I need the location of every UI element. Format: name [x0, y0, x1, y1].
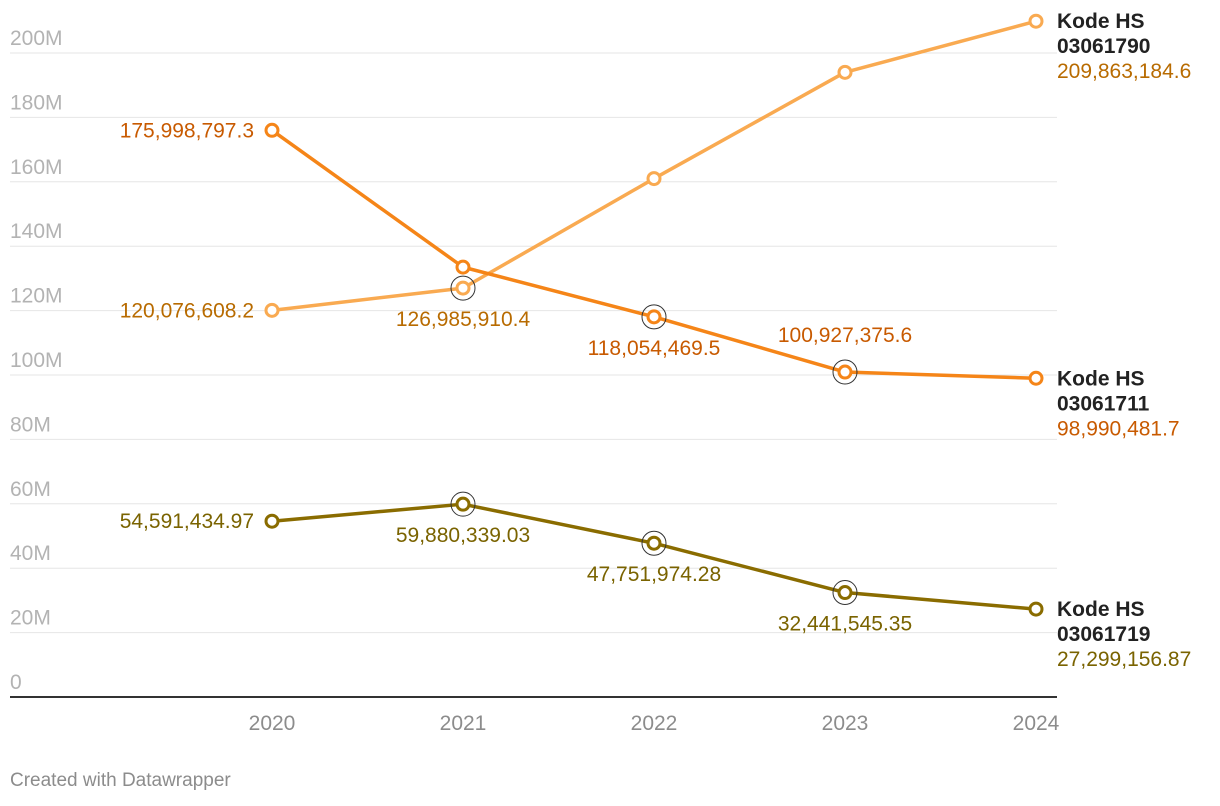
data-point [455, 496, 471, 512]
y-tick-label: 120M [10, 285, 63, 308]
data-point [1028, 370, 1044, 386]
x-axis: 2020 2021 2022 2023 2024 [249, 712, 1060, 735]
data-label: 98,990,481.7 [1057, 417, 1180, 440]
data-label: 47,751,974.28 [587, 563, 721, 586]
data-point [1028, 13, 1044, 29]
series-name-line2: 03061790 [1057, 35, 1150, 58]
highlight-ring [832, 359, 858, 385]
data-point [264, 513, 280, 529]
y-tick-label: 100M [10, 349, 63, 372]
data-point [837, 364, 853, 380]
highlight-ring [450, 275, 476, 301]
data-point [837, 64, 853, 80]
data-label: 126,985,910.4 [396, 308, 531, 331]
y-tick-label: 40M [10, 542, 51, 565]
value-labels: 120,076,608.2 126,985,910.4 209,863,184.6 K… [120, 10, 1192, 671]
data-label: 54,591,434.97 [120, 510, 254, 533]
highlight-ring [641, 530, 667, 556]
data-label: 59,880,339.03 [396, 524, 530, 547]
data-point [1028, 601, 1044, 617]
data-label: 120,076,608.2 [120, 299, 254, 322]
y-tick-label: 200M [10, 27, 63, 50]
data-point [646, 535, 662, 551]
data-point [646, 171, 662, 187]
x-tick-label: 2020 [249, 712, 296, 735]
data-point [264, 302, 280, 318]
data-label: 100,927,375.6 [778, 324, 912, 347]
series-name-line2: 03061711 [1057, 392, 1150, 415]
series-points [264, 13, 1044, 617]
x-tick-label: 2023 [822, 712, 869, 735]
y-tick-label: 80M [10, 413, 51, 436]
highlight-ring [641, 304, 667, 330]
series-name-line2: 03061719 [1057, 623, 1150, 646]
series-name-line1: Kode HS [1057, 367, 1145, 390]
highlight-ring [832, 580, 858, 606]
y-tick-label: 140M [10, 220, 63, 243]
data-point [837, 585, 853, 601]
series-line [270, 19, 1038, 313]
x-tick-label: 2022 [631, 712, 678, 735]
data-label: 32,441,545.35 [778, 613, 912, 636]
series-name-line1: Kode HS [1057, 598, 1145, 621]
data-point [455, 280, 471, 296]
data-point [455, 259, 471, 275]
data-label: 209,863,184.6 [1057, 60, 1191, 83]
grid-layer [10, 52, 1057, 698]
y-tick-label: 60M [10, 478, 51, 501]
data-point [264, 122, 280, 138]
x-tick-label: 2024 [1013, 712, 1060, 735]
y-tick-label: 20M [10, 607, 51, 630]
y-tick-label: 160M [10, 156, 63, 179]
y-tick-label: 180M [10, 91, 63, 114]
data-label: 118,054,469.5 [588, 337, 721, 360]
y-axis: 0 20M 40M 60M 80M 100M 120M 140M 160M 180M 200M [10, 27, 63, 694]
series-name-line1: Kode HS [1057, 10, 1145, 33]
data-point [646, 309, 662, 325]
highlight-ring [450, 491, 476, 517]
data-label: 27,299,156.87 [1057, 648, 1191, 671]
footer-credit: Created with Datawrapper [10, 770, 231, 791]
data-label: 175,998,797.3 [120, 119, 254, 142]
series-line [270, 502, 1038, 611]
y-tick-label: 0 [10, 671, 22, 694]
x-tick-label: 2021 [440, 712, 487, 735]
